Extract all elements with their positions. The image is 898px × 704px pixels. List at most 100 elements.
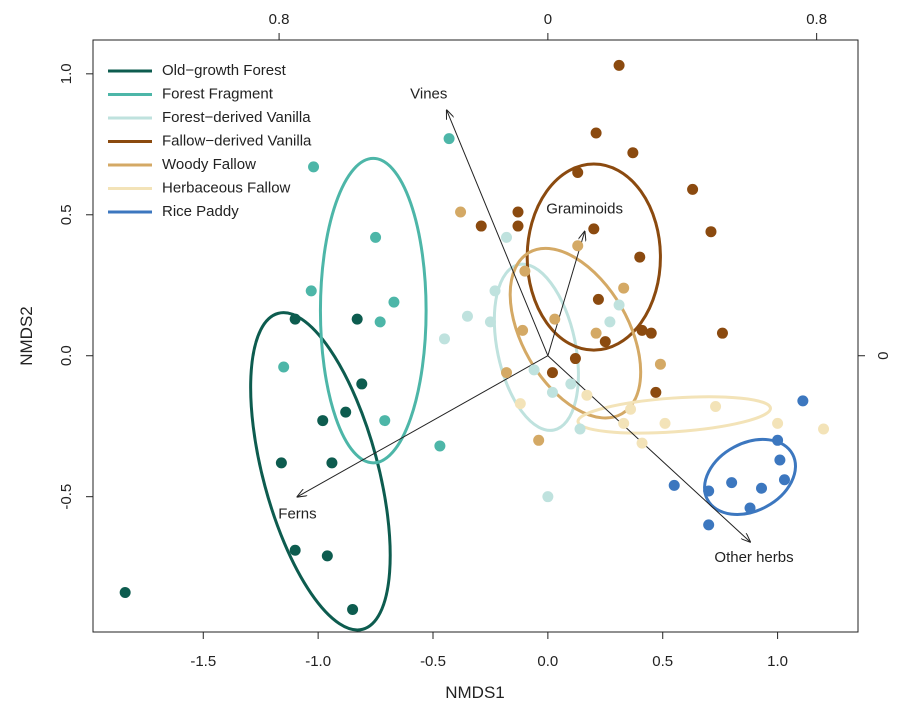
y-tick-label: -0.5 bbox=[58, 484, 75, 510]
top-tick-label: 0.8 bbox=[806, 11, 827, 28]
ellipse-forest-fragment bbox=[320, 158, 426, 462]
y-axis-title: NMDS2 bbox=[17, 306, 36, 366]
point-rice-paddy bbox=[703, 486, 714, 497]
point-rice-paddy bbox=[745, 502, 756, 513]
point-forest-derived-vanilla bbox=[575, 424, 586, 435]
point-forest-derived-vanilla bbox=[462, 311, 473, 322]
point-fallow-derived-vanilla bbox=[572, 167, 583, 178]
point-herbaceous-fallow bbox=[637, 438, 648, 449]
point-forest-fragment bbox=[434, 440, 445, 451]
point-herbaceous-fallow bbox=[625, 404, 636, 415]
point-woody-fallow bbox=[655, 359, 666, 370]
point-rice-paddy bbox=[797, 395, 808, 406]
point-forest-fragment bbox=[306, 285, 317, 296]
point-herbaceous-fallow bbox=[818, 424, 829, 435]
point-herbaceous-fallow bbox=[772, 418, 783, 429]
point-woody-fallow bbox=[517, 325, 528, 336]
point-rice-paddy bbox=[669, 480, 680, 491]
point-woody-fallow bbox=[533, 435, 544, 446]
point-forest-derived-vanilla bbox=[565, 378, 576, 389]
point-woody-fallow bbox=[572, 240, 583, 251]
point-woody-fallow bbox=[455, 206, 466, 217]
x-axis: -1.5 -1.0 -0.5 0.0 0.5 1.0 bbox=[190, 632, 788, 670]
point-forest-derived-vanilla bbox=[439, 333, 450, 344]
vector-other-herbs bbox=[548, 356, 750, 542]
y-tick-label: 0.0 bbox=[58, 345, 75, 366]
vector-label-ferns: Ferns bbox=[278, 506, 316, 523]
legend-label-fallow-derived-vanilla: Fallow−derived Vanilla bbox=[162, 132, 312, 149]
point-forest-derived-vanilla bbox=[614, 299, 625, 310]
point-woody-fallow bbox=[618, 283, 629, 294]
point-old-growth-forest bbox=[290, 545, 301, 556]
point-forest-derived-vanilla bbox=[501, 232, 512, 243]
legend-label-herbaceous-fallow: Herbaceous Fallow bbox=[162, 179, 291, 196]
vector-label-other-herbs: Other herbs bbox=[714, 549, 793, 566]
ellipse-rice-paddy bbox=[692, 424, 809, 529]
point-forest-fragment bbox=[278, 362, 289, 373]
x-tick-label: 0.0 bbox=[537, 653, 558, 670]
point-fallow-derived-vanilla bbox=[570, 353, 581, 364]
point-forest-fragment bbox=[444, 133, 455, 144]
x-tick-label: -0.5 bbox=[420, 653, 446, 670]
vector-vines bbox=[447, 110, 548, 355]
point-woody-fallow bbox=[501, 367, 512, 378]
y-tick-label: 1.0 bbox=[58, 63, 75, 84]
point-forest-derived-vanilla bbox=[529, 364, 540, 375]
x-tick-label: 0.5 bbox=[652, 653, 673, 670]
point-herbaceous-fallow bbox=[710, 401, 721, 412]
point-old-growth-forest bbox=[276, 457, 287, 468]
point-forest-derived-vanilla bbox=[604, 316, 615, 327]
point-forest-derived-vanilla bbox=[542, 491, 553, 502]
point-fallow-derived-vanilla bbox=[593, 294, 604, 305]
point-fallow-derived-vanilla bbox=[717, 328, 728, 339]
point-rice-paddy bbox=[756, 483, 767, 494]
point-old-growth-forest bbox=[120, 587, 131, 598]
point-woody-fallow bbox=[549, 314, 560, 325]
legend-label-old-growth-forest: Old−growth Forest bbox=[162, 62, 287, 79]
point-rice-paddy bbox=[774, 455, 785, 466]
point-fallow-derived-vanilla bbox=[600, 336, 611, 347]
y-tick-label: 0.5 bbox=[58, 204, 75, 225]
point-herbaceous-fallow bbox=[581, 390, 592, 401]
x-tick-label: -1.5 bbox=[190, 653, 216, 670]
point-old-growth-forest bbox=[340, 407, 351, 418]
point-old-growth-forest bbox=[322, 550, 333, 561]
point-fallow-derived-vanilla bbox=[588, 223, 599, 234]
vector-label-graminoids: Graminoids bbox=[546, 201, 623, 218]
point-old-growth-forest bbox=[356, 378, 367, 389]
x-axis-title: NMDS1 bbox=[445, 683, 505, 702]
plot-frame bbox=[93, 40, 858, 632]
y-axis: -0.5 0.0 0.5 1.0 bbox=[58, 63, 93, 509]
legend: Old−growth Forest Forest Fragment Forest−d… bbox=[108, 62, 312, 220]
point-forest-fragment bbox=[375, 316, 386, 327]
point-forest-derived-vanilla bbox=[547, 387, 558, 398]
point-old-growth-forest bbox=[290, 314, 301, 325]
point-fallow-derived-vanilla bbox=[476, 221, 487, 232]
vector-label-vines: Vines bbox=[410, 85, 447, 102]
point-fallow-derived-vanilla bbox=[591, 128, 602, 139]
environmental-vectors: Vines Graminoids Ferns Other herbs bbox=[278, 85, 793, 565]
point-forest-derived-vanilla bbox=[490, 285, 501, 296]
point-herbaceous-fallow bbox=[660, 418, 671, 429]
point-old-growth-forest bbox=[352, 314, 363, 325]
point-fallow-derived-vanilla bbox=[646, 328, 657, 339]
point-herbaceous-fallow bbox=[515, 398, 526, 409]
point-rice-paddy bbox=[703, 519, 714, 530]
point-fallow-derived-vanilla bbox=[627, 147, 638, 158]
point-fallow-derived-vanilla bbox=[705, 226, 716, 237]
legend-label-rice-paddy: Rice Paddy bbox=[162, 203, 239, 220]
ellipse-herbaceous-fallow bbox=[577, 391, 772, 438]
top-tick-label: 0 bbox=[544, 11, 552, 28]
point-fallow-derived-vanilla bbox=[650, 387, 661, 398]
vector-ferns bbox=[297, 356, 547, 497]
point-old-growth-forest bbox=[347, 604, 358, 615]
point-forest-fragment bbox=[370, 232, 381, 243]
point-fallow-derived-vanilla bbox=[547, 367, 558, 378]
point-forest-fragment bbox=[308, 161, 319, 172]
point-old-growth-forest bbox=[326, 457, 337, 468]
point-woody-fallow bbox=[519, 266, 530, 277]
ellipse-old-growth-forest bbox=[223, 299, 419, 645]
right-axis: 0 bbox=[858, 352, 892, 360]
right-tick-label: 0 bbox=[875, 352, 892, 360]
